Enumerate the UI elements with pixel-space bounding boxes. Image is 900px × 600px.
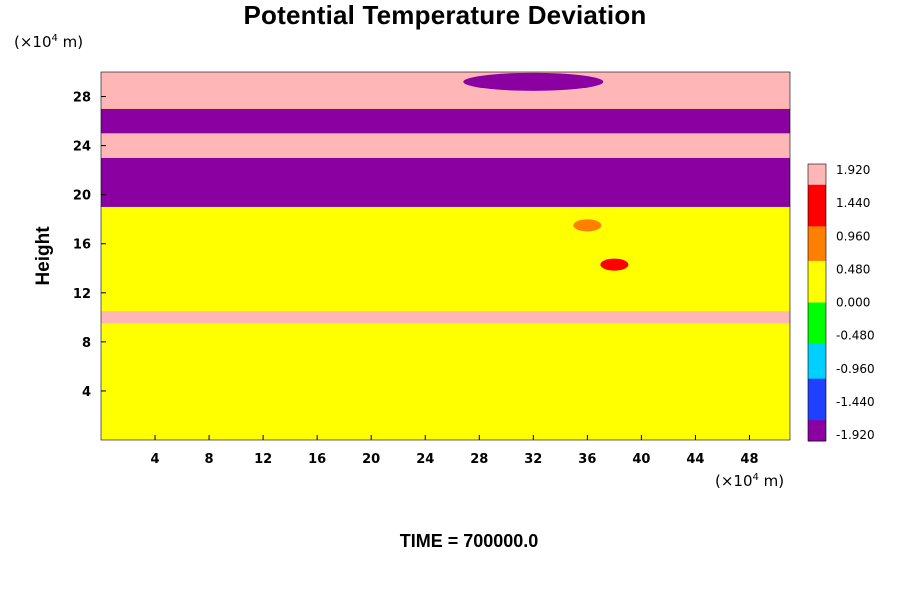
- colorbar-swatch-23: [808, 323, 826, 331]
- x-tick-label-3: 16: [308, 452, 326, 467]
- time-label: TIME = 700000.0: [399, 531, 539, 551]
- x-tick-label-2: 12: [254, 452, 272, 467]
- y-tick-label-3: 16: [73, 238, 91, 253]
- colorbar-swatch-16: [808, 274, 826, 283]
- colorbar-swatch-3: [808, 184, 826, 193]
- colorbar-swatch-35: [808, 406, 826, 414]
- colorbar-swatch-33: [808, 392, 826, 400]
- colorbar-swatch-10: [808, 233, 826, 241]
- plot-area: [101, 72, 790, 440]
- field-band-4: [101, 133, 790, 158]
- colorbar-swatch-32: [808, 385, 826, 394]
- colorbar-swatch-34: [808, 399, 826, 407]
- colorbar-tick-4: 0.000: [836, 296, 870, 310]
- colorbar-frame: [807, 163, 827, 442]
- y-axis-ticks: 4 8 12 16 20 24 28: [73, 91, 106, 400]
- colorbar-swatch-39: [808, 434, 826, 442]
- colorbar-swatch-15: [808, 267, 826, 276]
- colorbar-swatch-29: [808, 364, 826, 373]
- x-tick-label-11: 48: [740, 452, 758, 467]
- colorbar-tick-0: 1.920: [836, 163, 870, 177]
- colorbar-tick-6: -0.960: [836, 362, 875, 376]
- colorbar-swatch-12: [808, 247, 826, 255]
- colorbar-swatch-9: [808, 226, 826, 234]
- colorbar-swatch-24: [808, 330, 826, 338]
- field-blob-1: [600, 258, 629, 271]
- x-tick-label-7: 32: [524, 452, 542, 467]
- colorbar-swatch-25: [808, 337, 826, 345]
- y-tick-label-4: 20: [73, 189, 91, 204]
- colorbar-swatch-22: [808, 316, 826, 324]
- colorbar-swatch-37: [808, 420, 826, 428]
- field-band-0: [101, 329, 790, 440]
- x-tick-label-1: 8: [205, 452, 214, 467]
- colorbar-swatch-38: [808, 427, 826, 435]
- field-band-6: [101, 72, 790, 109]
- x-axis-ticks: 4 8 12 16 20 24 28 32 36 40 44 48: [151, 435, 759, 467]
- colorbar-tick-7: -1.440: [836, 395, 875, 409]
- colorbar-swatch-2: [808, 177, 826, 186]
- field-band-5: [101, 108, 790, 134]
- x-tick-label-10: 44: [686, 452, 704, 467]
- colorbar-swatch-30: [808, 371, 826, 380]
- colorbar-swatch-28: [808, 357, 826, 366]
- colorbar-swatch-0: [808, 164, 826, 172]
- colorbar-tick-8: -1.920: [836, 428, 875, 442]
- chart-title: Potential Temperature Deviation: [243, 0, 647, 30]
- y-tick-label-6: 28: [73, 91, 91, 106]
- colorbar-swatch-13: [808, 254, 826, 262]
- colorbar-swatch-27: [808, 350, 826, 359]
- y-tick-label-1: 8: [82, 336, 91, 351]
- y-tick-label-0: 4: [82, 385, 91, 400]
- colorbar: 1.920 1.440 0.960 0.480 0.000 -0.480 -0.960 -1.…: [807, 163, 875, 442]
- x-tick-label-8: 36: [578, 452, 596, 467]
- plot-frame: [100, 71, 791, 441]
- colorbar-swatch-31: [808, 378, 826, 387]
- colorbar-swatch-6: [808, 205, 826, 213]
- x-tick-label-4: 20: [362, 452, 380, 467]
- x-tick-label-5: 24: [416, 452, 434, 467]
- colorbar-tick-2: 0.960: [836, 229, 870, 243]
- colorbar-swatch-1: [808, 170, 826, 179]
- colorbar-swatch-5: [808, 198, 826, 207]
- colorbar-swatch-26: [808, 344, 826, 352]
- colorbar-swatch-4: [808, 191, 826, 200]
- colorbar-tick-5: -0.480: [836, 329, 875, 343]
- x-tick-label-9: 40: [632, 452, 650, 467]
- colorbar-tick-3: 0.480: [836, 262, 870, 276]
- colorbar-swatch-17: [808, 281, 826, 290]
- colorbar-swatch-14: [808, 260, 826, 269]
- y-tick-label-2: 12: [73, 287, 91, 302]
- y-axis-unit: (×104 m): [14, 33, 84, 51]
- field-band-1: [101, 311, 790, 324]
- x-tick-label-0: 4: [151, 452, 160, 467]
- field-band-2: [101, 206, 790, 312]
- colorbar-swatch-19: [808, 295, 826, 303]
- x-axis-unit: (×104 m): [715, 472, 785, 490]
- field-band-3: [101, 157, 790, 207]
- colorbar-swatch-36: [808, 413, 826, 421]
- colorbar-swatch-8: [808, 219, 826, 227]
- colorbar-swatch-7: [808, 212, 826, 220]
- colorbar-swatch-18: [808, 288, 826, 297]
- x-tick-label-6: 28: [470, 452, 488, 467]
- field-blob-0: [463, 72, 604, 91]
- colorbar-swatch-21: [808, 309, 826, 317]
- colorbar-swatch-11: [808, 240, 826, 248]
- colorbar-tick-1: 1.440: [836, 196, 870, 210]
- colorbar-swatch-20: [808, 302, 826, 310]
- y-tick-label-5: 24: [73, 140, 91, 155]
- field-blob-2: [573, 219, 602, 232]
